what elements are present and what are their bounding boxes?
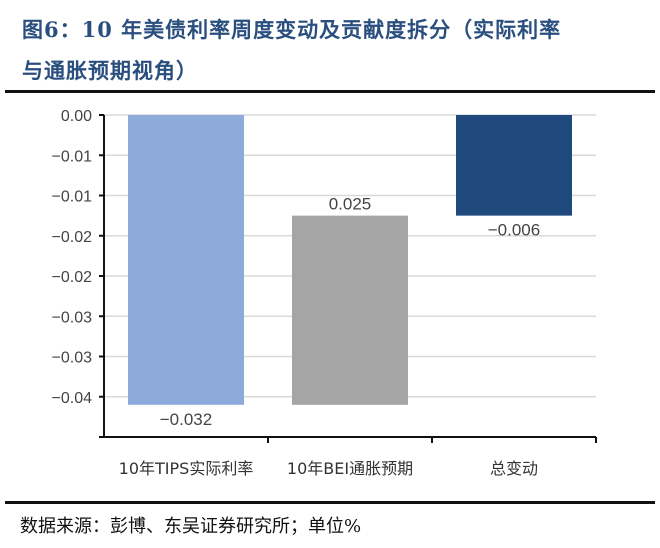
y-tick-label: −0.04 (52, 390, 93, 407)
y-axis (99, 114, 597, 443)
x-category-label: 10年TIPS实际利率 (119, 459, 254, 478)
bar-1 (128, 115, 244, 405)
bars (128, 115, 572, 405)
bar-3 (456, 115, 572, 216)
y-tick-label: −0.03 (52, 309, 93, 326)
y-tick-label: −0.01 (52, 148, 93, 165)
chart-title-line-1: 图6：10 年美债利率周度变动及贡献度拆分（实际利率 (22, 17, 562, 42)
bottom-divider (5, 501, 655, 504)
y-tick-label: −0.02 (52, 229, 93, 246)
x-category-label: 总变动 (490, 459, 538, 478)
bar-2 (292, 215, 408, 405)
labels: 0.00 −0.01 −0.01 −0.02 −0.02 −0.03 −0.03 −0.04 1… (52, 108, 541, 478)
data-label: −0.032 (160, 410, 212, 429)
data-label: 0.025 (329, 195, 372, 214)
y-tick-label: −0.02 (52, 269, 93, 286)
x-category-label: 10年BEI通胀预期 (287, 459, 413, 478)
y-tick-label: −0.01 (52, 189, 93, 206)
chart-title-line-2: 与通胀预期视角） (22, 58, 198, 83)
data-label: −0.006 (488, 221, 540, 240)
source-note: 数据来源：彭博、东吴证券研究所；单位% (20, 516, 362, 537)
y-tick-label: 0.00 (61, 108, 92, 125)
y-tick-label: −0.03 (52, 350, 93, 367)
top-divider (5, 90, 655, 93)
